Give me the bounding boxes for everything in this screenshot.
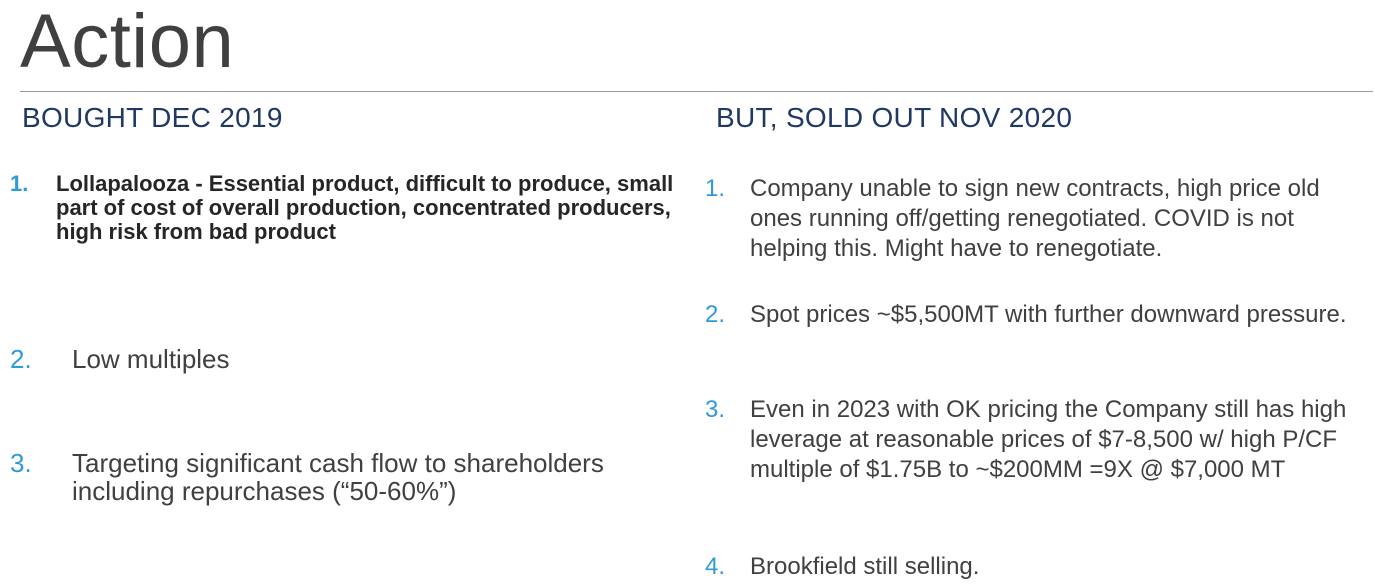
left-item-2-text: Low multiples <box>72 344 230 374</box>
right-column-heading: BUT, SOLD OUT NOV 2020 <box>716 102 1073 133</box>
right-item-1-number: 1. <box>705 175 726 202</box>
left-item-2-number: 2. <box>10 344 32 374</box>
left-item-1-number: 1. <box>10 171 29 196</box>
right-item-1-text: Company unable to sign new contracts, hi… <box>750 175 1320 262</box>
left-item-3-number: 3. <box>10 448 32 478</box>
right-item-4-number: 4. <box>705 553 726 580</box>
left-item-1-text: Lollapalooza - Essential product, diffic… <box>56 171 674 244</box>
slide-title: Action <box>20 0 235 84</box>
right-item-3-text: Even in 2023 with OK pricing the Company… <box>750 396 1347 483</box>
right-item-2-number: 2. <box>705 301 726 328</box>
right-item-3-number: 3. <box>705 396 726 423</box>
title-divider <box>20 91 1373 92</box>
left-column-heading: BOUGHT DEC 2019 <box>22 102 283 133</box>
right-item-4-text: Brookfield still selling. <box>750 553 980 580</box>
right-item-2-text: Spot prices ~$5,500MT with further downw… <box>750 301 1347 328</box>
left-item-3-text: Targeting significant cash flow to share… <box>72 448 604 506</box>
